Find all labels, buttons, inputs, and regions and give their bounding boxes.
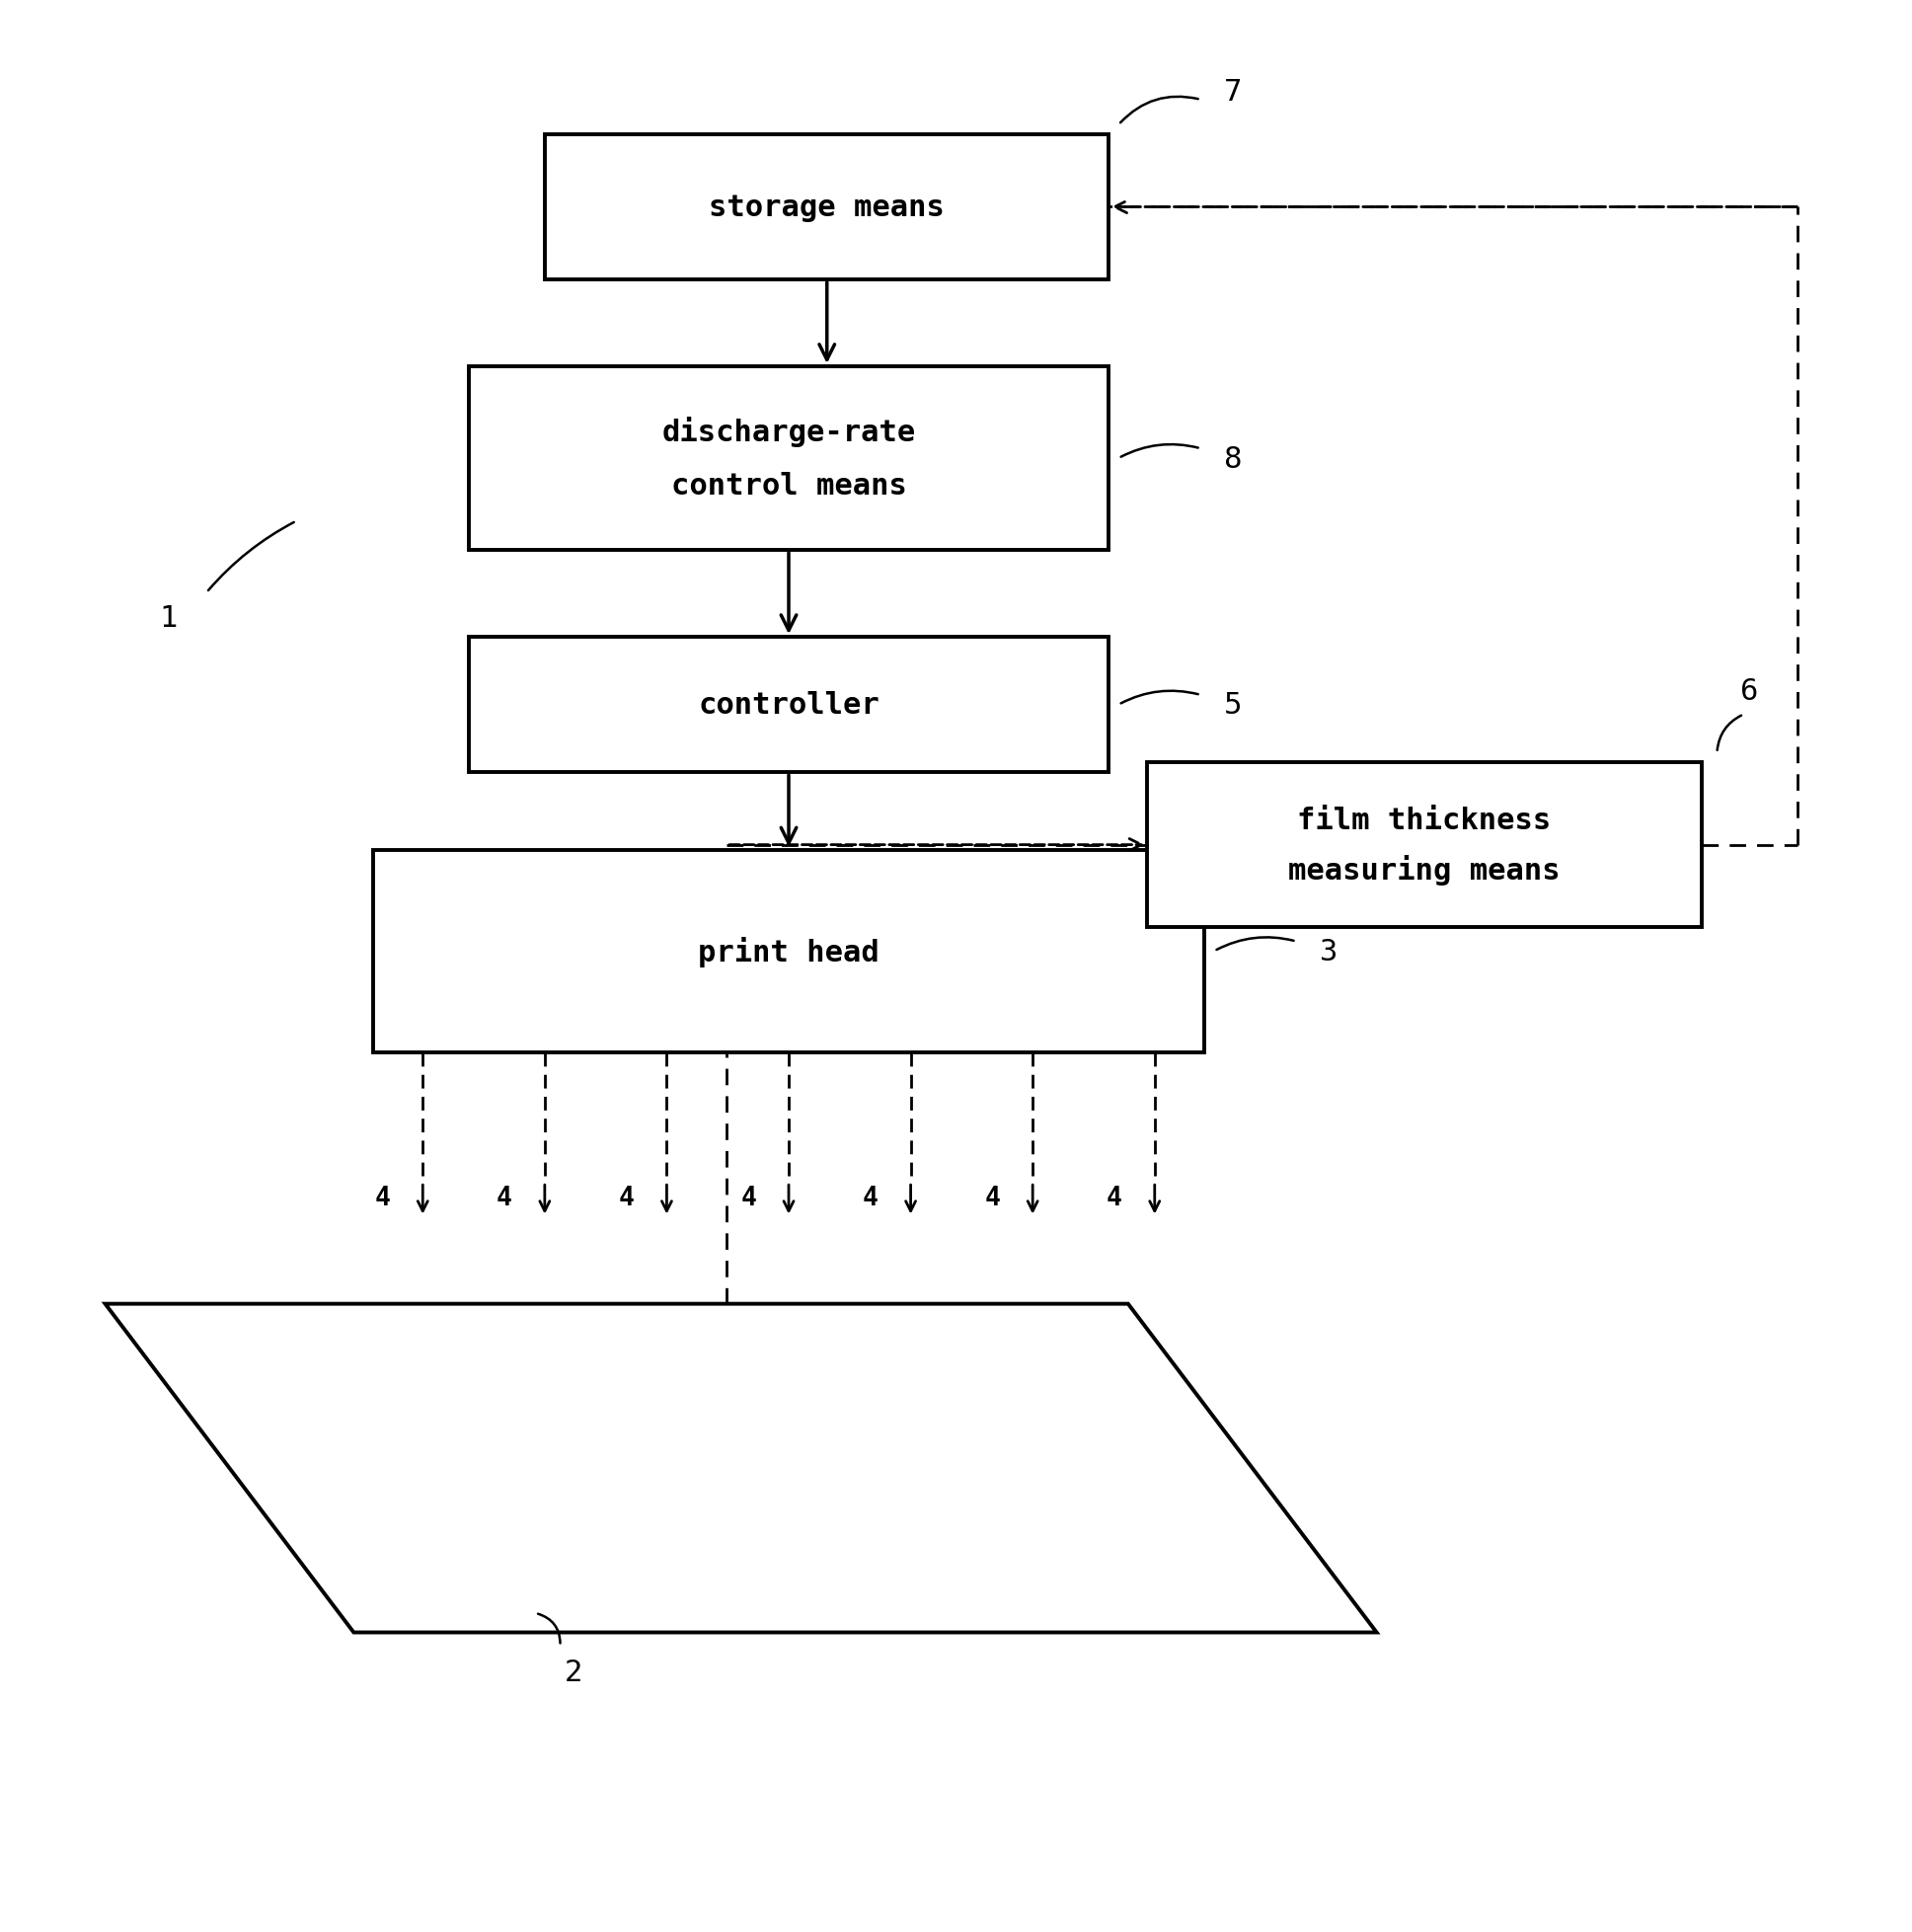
- Text: 4: 4: [497, 1184, 512, 1211]
- Text: 7: 7: [1224, 77, 1243, 106]
- Bar: [468, 638, 1109, 773]
- Text: control means: control means: [671, 471, 906, 500]
- Text: 1: 1: [159, 605, 178, 632]
- Text: print head: print head: [698, 937, 880, 966]
- Text: 8: 8: [1224, 444, 1241, 473]
- Text: 6: 6: [1740, 676, 1759, 705]
- Text: film thickness: film thickness: [1298, 806, 1551, 835]
- Polygon shape: [105, 1304, 1377, 1633]
- Text: 4: 4: [985, 1184, 1000, 1211]
- Bar: [545, 135, 1109, 280]
- Text: 4: 4: [862, 1184, 878, 1211]
- Text: controller: controller: [698, 692, 880, 719]
- Text: measuring means: measuring means: [1289, 854, 1560, 885]
- Text: 4: 4: [740, 1184, 757, 1211]
- Text: 2: 2: [564, 1658, 583, 1687]
- Bar: [1147, 763, 1702, 927]
- Text: 4: 4: [375, 1184, 390, 1211]
- Text: 4: 4: [619, 1184, 635, 1211]
- Text: 4: 4: [1107, 1184, 1122, 1211]
- Text: 5: 5: [1224, 692, 1241, 719]
- Text: storage means: storage means: [709, 193, 945, 222]
- Text: 3: 3: [1319, 937, 1336, 966]
- Bar: [468, 367, 1109, 551]
- Text: discharge-rate: discharge-rate: [662, 415, 916, 446]
- Bar: [373, 850, 1205, 1053]
